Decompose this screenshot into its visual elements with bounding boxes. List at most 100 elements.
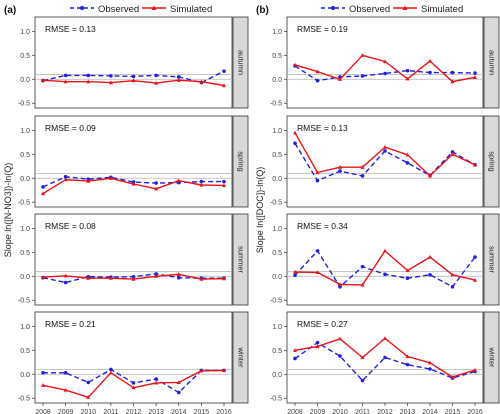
x-tick-label: 2010 (80, 409, 96, 414)
observed-point (450, 70, 455, 75)
observed-point (315, 340, 320, 345)
y-tick-label: 0.5 (20, 53, 30, 60)
facet-strip (483, 16, 500, 109)
legend-observed-label: Observed (349, 4, 390, 15)
x-tick-label: 2013 (400, 409, 416, 414)
observed-point (176, 75, 181, 79)
simulated-point (199, 368, 204, 373)
facet-strip-label: autumn (488, 50, 497, 75)
simulated-point (222, 276, 226, 281)
simulated-point (293, 130, 297, 135)
simulated-point (293, 348, 297, 352)
plot-area (34, 213, 233, 306)
observed-point (428, 273, 432, 277)
simulated-point (405, 152, 410, 157)
observed-point (109, 74, 113, 78)
simulated-point (383, 248, 387, 253)
y-tick-label: -0.5 (270, 298, 282, 305)
facet-autumn: -0.5 0.0 0.5 1.0 RMSE = 0.13 autumn (18, 16, 249, 109)
legend-simulated-label: Simulated (170, 4, 212, 15)
y-tick-label: 0.5 (20, 152, 30, 159)
observed-point (450, 150, 455, 154)
y-tick-label: 1.0 (20, 324, 30, 331)
simulated-point (360, 165, 365, 169)
x-tick-label: 2015 (194, 409, 210, 414)
y-tick-label: 0.0 (272, 274, 282, 281)
y-axis-label: Slope ln([N-NO3])-ln(Q) (3, 163, 13, 258)
y-tick-label: 0.0 (272, 176, 282, 183)
plot-area (34, 16, 233, 109)
observed-point (383, 71, 387, 76)
x-tick-label: 2016 (216, 409, 232, 414)
simulated-point (176, 272, 181, 276)
observed-point (450, 285, 455, 289)
simulated-point (405, 76, 410, 81)
panel-b: -0.5 0.0 0.5 1.0 RMSE = 0.19 autumn -0.5 0.0 0.5… (255, 16, 500, 414)
observed-point (293, 141, 297, 146)
facet-spring: -0.5 0.0 0.5 1.0 RMSE = 0.09 spring (18, 115, 249, 208)
simulated-point (473, 367, 477, 372)
simulated-point (360, 53, 365, 57)
facet-spring: -0.5 0.0 0.5 1.0 RMSE = 0.13 spring (270, 115, 500, 208)
simulated-point (41, 78, 45, 82)
y-tick-label: 1.0 (20, 128, 30, 135)
observed-point (473, 255, 477, 259)
observed-point (383, 355, 387, 360)
y-tick-label: 0.5 (272, 348, 282, 355)
simulated-point (428, 173, 432, 178)
simulated-point (473, 162, 477, 167)
simulated-point (41, 275, 45, 279)
facet-strip-label: winter (488, 346, 497, 368)
simulated-point (473, 277, 477, 282)
simulated-point (199, 182, 204, 187)
rmse-label: RMSE = 0.21 (45, 319, 96, 329)
observed-point (41, 371, 45, 375)
legend-simulated-marker (151, 5, 157, 10)
observed-point (131, 74, 136, 79)
simulated-point (154, 380, 159, 385)
facet-strip (483, 213, 500, 306)
simulated-point (199, 276, 204, 281)
facet-strip (483, 311, 500, 404)
rmse-label: RMSE = 0.08 (45, 221, 96, 231)
panel-a: -0.5 0.0 0.5 1.0 RMSE = 0.13 autumn -0.5 0.0 0.5… (3, 16, 249, 414)
facet-summer: -0.5 0.0 0.5 1.0 RMSE = 0.08 summer (18, 213, 249, 306)
x-tick-label: 2012 (377, 409, 393, 414)
panel-b-label: (b) (256, 5, 269, 16)
y-tick-label: -0.5 (270, 396, 282, 403)
simulated-point (176, 178, 181, 183)
simulated-point (450, 79, 455, 84)
simulated-point (176, 380, 181, 385)
facet-strip (232, 311, 249, 404)
simulated-point (131, 385, 136, 390)
legend-observed-marker (331, 6, 335, 10)
observed-series-line (42, 176, 224, 188)
simulated-point (108, 176, 113, 180)
x-tick-label: 2009 (310, 409, 326, 414)
x-tick-label: 2008 (287, 409, 303, 414)
simulated-point (450, 152, 455, 156)
simulated-point (338, 282, 342, 287)
y-tick-label: 0.0 (20, 176, 30, 183)
rmse-label: RMSE = 0.34 (297, 221, 348, 231)
simulated-point (315, 170, 320, 175)
observed-point (360, 378, 365, 383)
simulated-point (108, 275, 113, 280)
simulated-point (63, 273, 68, 278)
y-axis-label: Slope ln([DOC])-ln(Q) (255, 167, 265, 254)
simulated-point (428, 360, 432, 365)
rmse-label: RMSE = 0.19 (297, 24, 348, 34)
facet-strip (483, 115, 500, 208)
y-tick-label: 1.0 (272, 324, 282, 331)
observed-point (109, 367, 113, 372)
observed-point (222, 69, 226, 73)
observed-point (338, 169, 342, 173)
observed-point (315, 78, 320, 83)
simulated-point (383, 144, 387, 149)
plot-area (34, 115, 233, 208)
simulated-point (154, 274, 159, 278)
rmse-label: RMSE = 0.13 (45, 24, 96, 34)
observed-point (405, 68, 410, 73)
x-tick-label: 2009 (58, 409, 74, 414)
observed-point (222, 179, 226, 184)
